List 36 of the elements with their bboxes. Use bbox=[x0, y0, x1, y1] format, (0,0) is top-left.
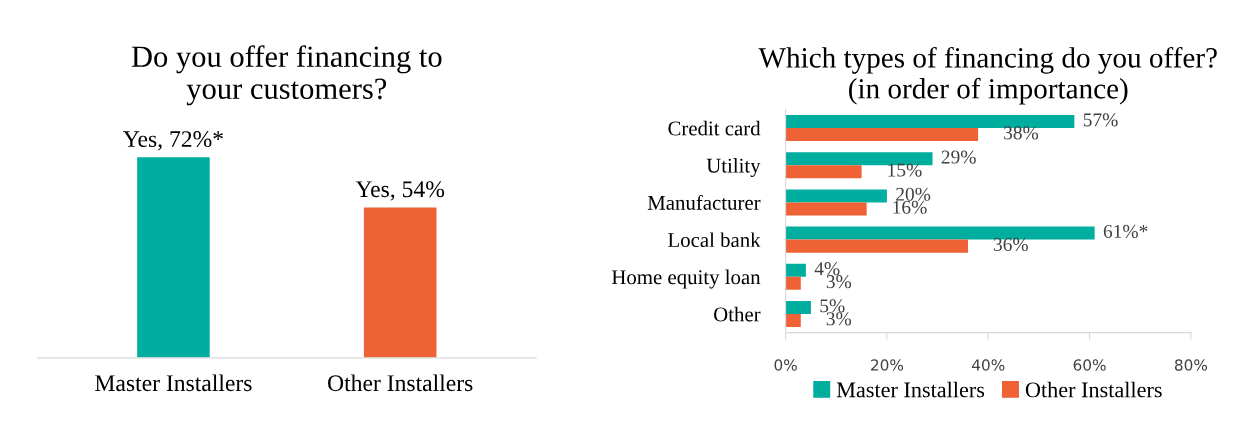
bar bbox=[785, 165, 862, 179]
data-label: 20% bbox=[896, 187, 931, 201]
bar bbox=[785, 276, 801, 290]
y-tick-label: Home equity loan bbox=[611, 269, 761, 289]
x-tick-label: 0% bbox=[774, 359, 797, 371]
y-tick-label: Utility bbox=[706, 158, 761, 177]
y-tick-label: Other bbox=[714, 306, 761, 322]
y-tick-label: Local bank bbox=[668, 232, 761, 248]
x-tick-label: 80% bbox=[1174, 359, 1208, 371]
chart-title: Do you offer financing to your customers? bbox=[131, 45, 442, 106]
data-label: 36% bbox=[993, 237, 1028, 252]
data-label: 57% bbox=[1083, 113, 1118, 127]
bar bbox=[785, 202, 867, 216]
y-tick-label: Manufacturer bbox=[647, 194, 761, 210]
data-label: 4% bbox=[814, 262, 840, 276]
chart-title: Which types of financing do you offer? (in order of importance) bbox=[758, 46, 1217, 105]
bar bbox=[785, 314, 801, 328]
data-label: Yes, 54% bbox=[355, 181, 445, 201]
bar bbox=[785, 300, 811, 314]
data-label: 16% bbox=[893, 200, 927, 214]
bar bbox=[785, 189, 887, 203]
bar bbox=[785, 239, 968, 253]
data-label: 3% bbox=[826, 275, 852, 289]
data-label: 5% bbox=[820, 299, 845, 313]
bar bbox=[785, 263, 806, 277]
data-label: 15% bbox=[888, 163, 922, 177]
bar bbox=[785, 128, 979, 142]
x-tick-label: 60% bbox=[1073, 359, 1106, 371]
x-tick-label: 40% bbox=[972, 359, 1005, 371]
data-label: Yes, 72%* bbox=[123, 131, 223, 151]
data-label: 38% bbox=[1004, 126, 1039, 140]
data-label: 61%* bbox=[1103, 224, 1148, 239]
y-tick-label: Credit card bbox=[668, 120, 761, 136]
x-tick-label: 20% bbox=[871, 359, 904, 371]
data-label: 29% bbox=[941, 150, 976, 164]
data-label: 3% bbox=[826, 312, 852, 326]
